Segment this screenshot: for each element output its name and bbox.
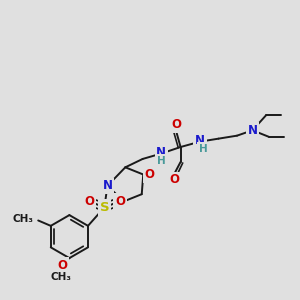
Text: CH₃: CH₃ [50,272,71,282]
Text: O: O [169,173,180,186]
Text: O: O [57,259,67,272]
Text: CH₃: CH₃ [13,214,34,224]
Text: H: H [158,156,166,166]
Text: N: N [195,134,205,147]
Text: O: O [115,195,125,208]
Text: N: N [102,179,112,192]
Text: H: H [199,144,207,154]
Text: O: O [145,168,155,181]
Text: N: N [156,146,166,159]
Text: N: N [248,124,257,137]
Text: O: O [84,195,94,208]
Text: O: O [171,118,181,131]
Text: S: S [100,201,109,214]
